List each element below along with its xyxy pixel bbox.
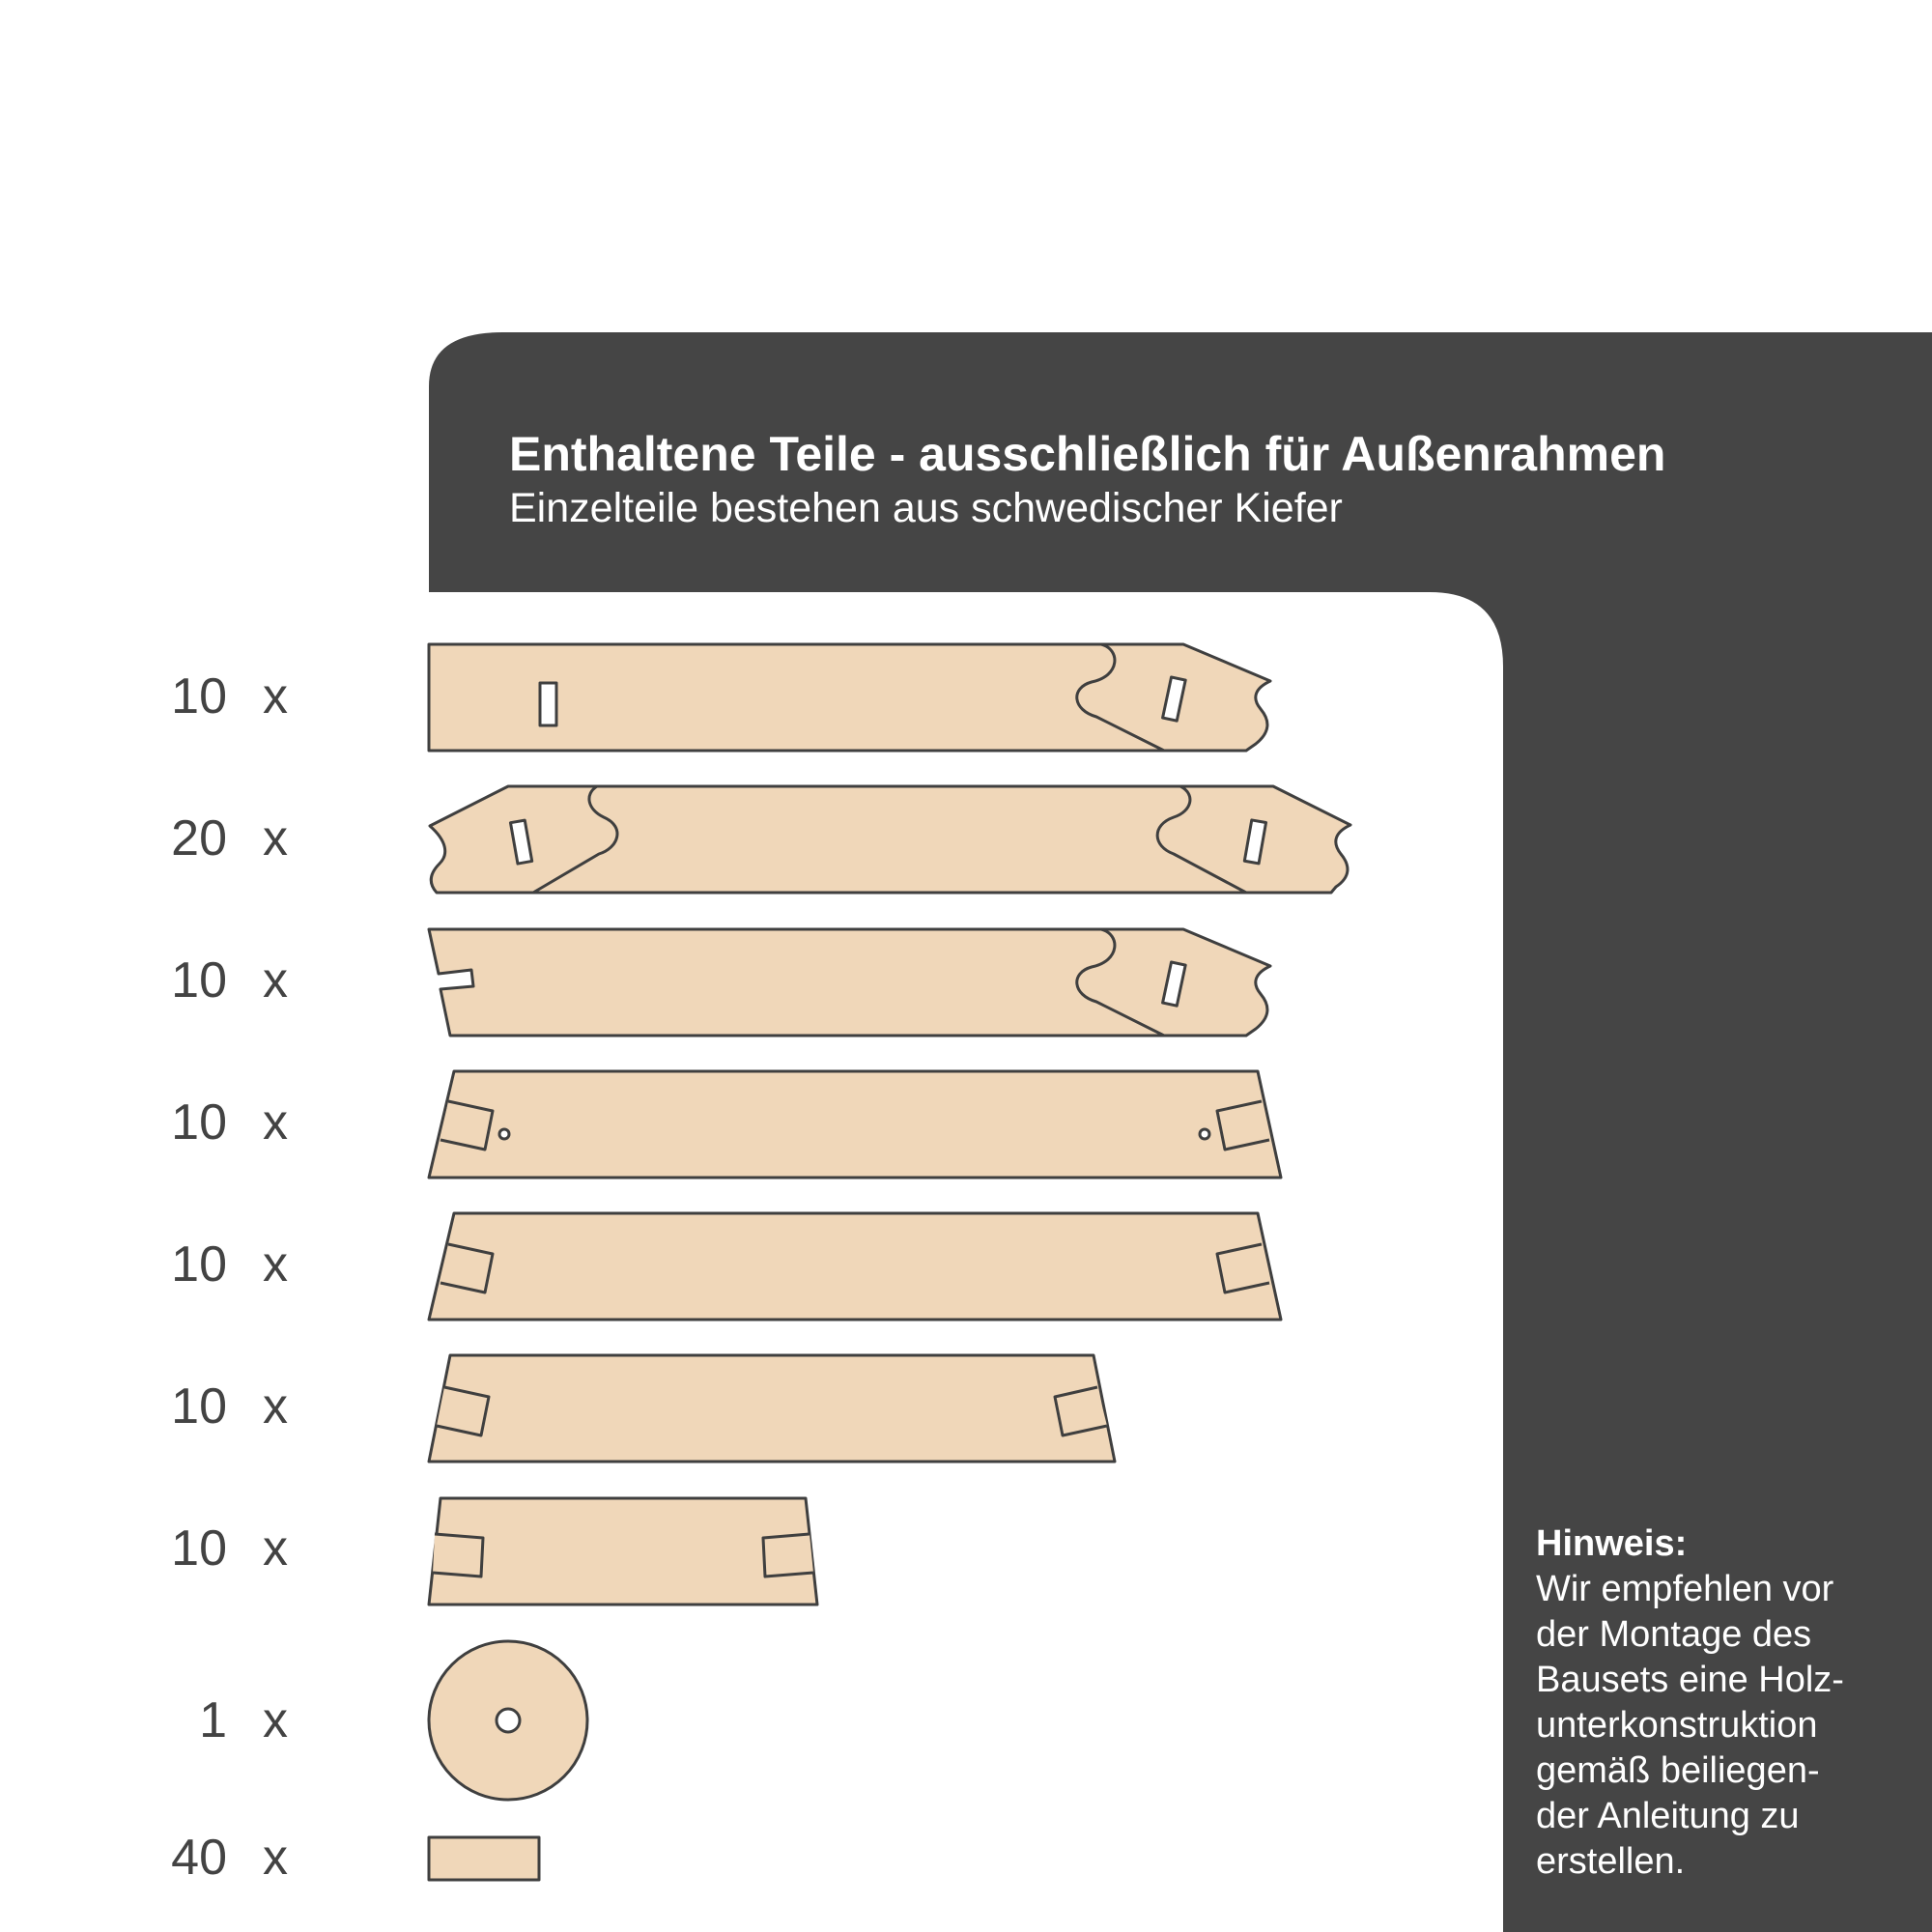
times-sign: x xyxy=(263,1830,288,1886)
hint-title: Hinweis: xyxy=(1536,1523,1688,1564)
frame-beam-long-icon xyxy=(427,1211,1283,1321)
times-sign: x xyxy=(263,1236,288,1293)
tongue-groove-board-end-piece-icon xyxy=(427,642,1272,753)
part-quantity: 10 xyxy=(171,1378,227,1435)
hint-note: Hinweis: Wir empfehlen vor der Montage d… xyxy=(1536,1521,1903,1885)
page-title: Enthaltene Teile - ausschließlich für Au… xyxy=(509,427,1666,481)
page-subtitle: Einzelteile bestehen aus schwedischer Ki… xyxy=(509,485,1343,531)
frame-beam-short-icon xyxy=(427,1496,819,1606)
part-quantity: 10 xyxy=(171,668,227,724)
tongue-groove-board-double-icon xyxy=(428,784,1352,895)
part-quantity: 10 xyxy=(171,952,227,1009)
times-sign: x xyxy=(263,1692,288,1748)
tongue-groove-board-notched-icon xyxy=(427,927,1272,1037)
frame-beam-with-holes-icon xyxy=(427,1069,1283,1179)
part-quantity: 10 xyxy=(171,1094,227,1151)
header: Enthaltene Teile - ausschließlich für Au… xyxy=(509,425,1665,532)
hint-body: Wir empfehlen vor der Montage des Bauset… xyxy=(1536,1569,1844,1882)
part-quantity: 1 xyxy=(199,1692,227,1748)
part-quantity: 10 xyxy=(171,1236,227,1293)
part-quantity: 10 xyxy=(171,1520,227,1577)
round-disc-icon xyxy=(427,1639,589,1802)
times-sign: x xyxy=(263,1378,288,1435)
part-quantity: 20 xyxy=(171,810,227,867)
part-quantity: 40 xyxy=(171,1830,227,1886)
times-sign: x xyxy=(263,952,288,1009)
frame-beam-medium-icon xyxy=(427,1353,1117,1463)
times-sign: x xyxy=(263,668,288,724)
times-sign: x xyxy=(263,810,288,867)
times-sign: x xyxy=(263,1520,288,1577)
times-sign: x xyxy=(263,1094,288,1151)
small-block-icon xyxy=(427,1835,541,1882)
